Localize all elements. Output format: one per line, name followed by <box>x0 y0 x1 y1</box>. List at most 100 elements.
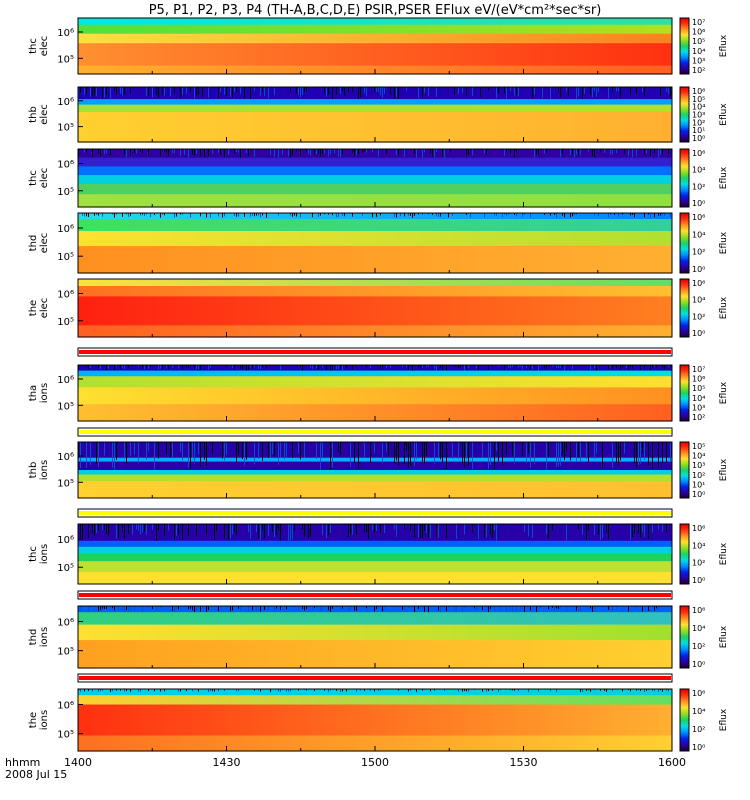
noise-line <box>84 87 85 96</box>
noise-line <box>144 524 145 532</box>
noise-line <box>250 365 251 368</box>
noise-line <box>134 149 135 153</box>
noise-line <box>366 365 367 368</box>
noise-line <box>300 149 301 156</box>
noise-line <box>562 365 563 368</box>
noise-line <box>330 689 331 691</box>
noise-line <box>210 365 211 368</box>
energy-band <box>78 470 672 476</box>
noise-line <box>492 689 493 691</box>
noise-line <box>258 606 259 612</box>
noise-line <box>562 213 563 216</box>
noise-line <box>126 213 127 215</box>
noise-line <box>380 689 381 691</box>
noise-line <box>174 87 175 94</box>
y-tick-label: 10⁶ <box>57 535 74 546</box>
noise-line <box>504 87 505 93</box>
noise-line <box>338 442 339 452</box>
noise-line <box>190 87 191 92</box>
colorbar-tick-label: 10⁴ <box>692 707 705 716</box>
noise-line <box>188 365 189 368</box>
noise-line <box>122 524 123 532</box>
noise-line <box>104 442 105 456</box>
noise-line <box>158 365 159 370</box>
noise-line <box>462 87 463 93</box>
noise-line <box>98 689 99 692</box>
noise-line <box>544 365 545 369</box>
noise-line <box>240 365 241 369</box>
noise-line <box>134 606 135 611</box>
noise-line <box>232 87 233 98</box>
noise-line <box>590 606 591 609</box>
noise-line <box>142 213 143 215</box>
noise-line <box>566 524 567 541</box>
colorbar-tick-label: 10⁵ <box>692 95 705 104</box>
noise-line <box>148 689 149 692</box>
noise-line <box>394 87 395 99</box>
noise-line <box>390 365 391 369</box>
noise-line <box>114 442 115 470</box>
noise-line <box>590 689 591 692</box>
noise-line <box>260 87 261 96</box>
noise-line <box>612 442 613 468</box>
noise-line <box>516 606 517 612</box>
panel-thc-elec: thc elec 10⁶ 10⁵ 10⁶ 10⁴ 10² 10⁰ Eflux <box>28 148 729 208</box>
noise-line <box>566 442 567 452</box>
noise-line <box>368 524 369 539</box>
noise-line <box>628 689 629 691</box>
noise-line <box>320 442 321 470</box>
noise-line <box>80 87 81 93</box>
noise-line <box>558 365 559 368</box>
noise-line <box>138 442 139 464</box>
noise-line <box>146 87 147 96</box>
noise-line <box>354 606 355 611</box>
noise-line <box>198 442 199 455</box>
noise-line <box>208 149 209 157</box>
noise-line <box>94 524 95 536</box>
noise-line <box>376 87 377 92</box>
figure-title: P5, P1, P2, P3, P4 (TH-A,B,C,D,E) PSIR,P… <box>149 3 602 18</box>
noise-line <box>366 149 367 153</box>
energy-band <box>78 689 672 696</box>
noise-line <box>106 365 107 371</box>
colorbar-tick-label: 10³ <box>692 56 705 65</box>
noise-line <box>300 213 301 218</box>
y-tick-label: 10⁵ <box>57 730 74 741</box>
noise-line <box>422 606 423 610</box>
noise-line <box>572 149 573 155</box>
noise-line <box>370 365 371 369</box>
noise-line <box>400 213 401 217</box>
noise-line <box>634 524 635 534</box>
noise-line <box>612 365 613 369</box>
noise-line <box>542 87 543 98</box>
noise-line <box>342 365 343 371</box>
noise-line <box>496 87 497 99</box>
noise-line <box>652 365 653 368</box>
noise-line <box>236 524 237 536</box>
noise-line <box>140 689 141 692</box>
noise-line <box>344 87 345 96</box>
noise-line <box>98 606 99 612</box>
noise-line <box>640 365 641 370</box>
noise-line <box>434 365 435 369</box>
noise-line <box>594 442 595 459</box>
noise-line <box>454 606 455 612</box>
colorbar-label: Eflux <box>719 458 729 481</box>
noise-line <box>402 365 403 368</box>
noise-line <box>220 87 221 92</box>
noise-line <box>222 442 223 459</box>
noise-line <box>316 442 317 459</box>
noise-line <box>258 524 259 539</box>
noise-line <box>306 689 307 691</box>
noise-line <box>202 606 203 609</box>
noise-line <box>290 87 291 92</box>
noise-line <box>224 689 225 692</box>
noise-line <box>454 365 455 367</box>
noise-line <box>642 442 643 453</box>
noise-line <box>260 689 261 692</box>
colorbar-tick-label: 10⁴ <box>692 541 705 550</box>
noise-line <box>666 689 667 691</box>
noise-line <box>210 213 211 218</box>
noise-line <box>630 213 631 216</box>
noise-line <box>312 365 313 369</box>
